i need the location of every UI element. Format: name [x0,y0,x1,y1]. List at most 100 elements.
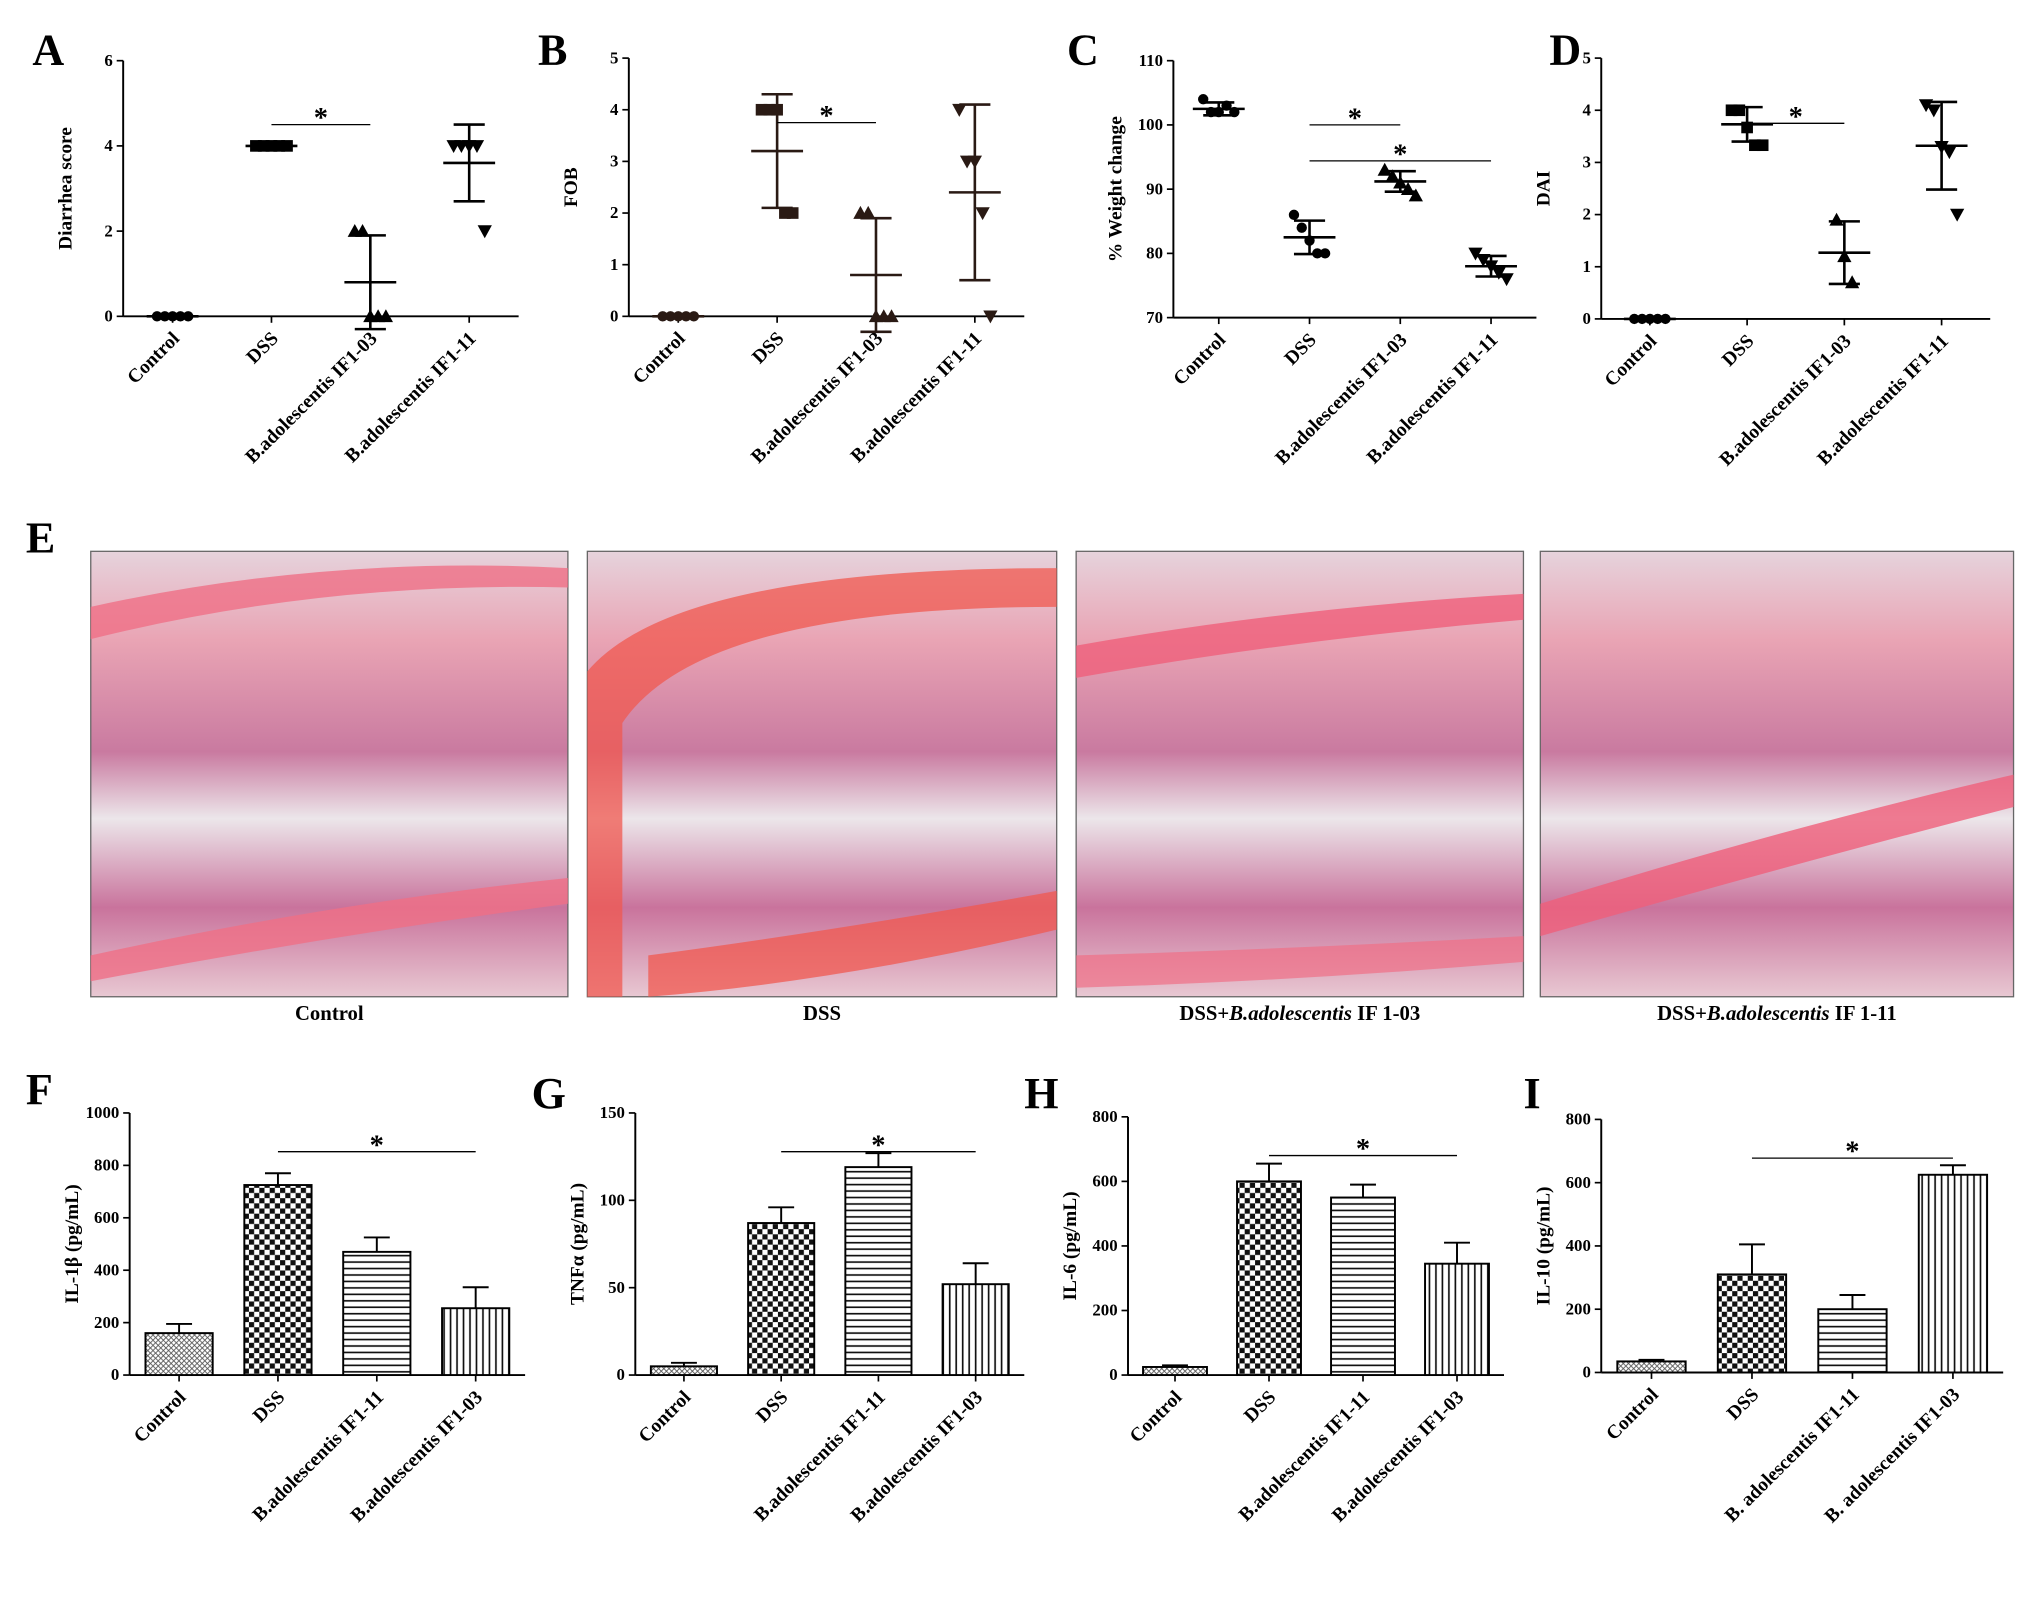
significance-mark: * [370,1130,384,1161]
y-tick-label: 0 [1582,1363,1590,1382]
y-tick-label: 1 [1582,257,1590,276]
x-tick-label: Control [130,1387,191,1448]
data-point [355,224,370,237]
y-axis-label: % Weight change [1105,116,1126,262]
data-point [1844,275,1860,289]
y-axis-label: IL-10 (pg/mL) [1533,1187,1554,1306]
data-point [1499,273,1514,287]
data-point [1288,209,1300,221]
x-tick-label: DSS [1718,331,1758,371]
y-tick-label: 5 [1582,48,1590,67]
caption-part: DSS+ [1657,1003,1707,1025]
y-tick-label: 1 [610,255,618,274]
x-tick-label: Control [1170,329,1231,390]
x-tick-label: DSS [748,328,788,368]
caption-part: IF 1-03 [1357,1003,1420,1025]
y-tick-label: 600 [1566,1173,1591,1192]
x-tick-label: Control [635,1387,696,1448]
data-point [1296,222,1307,233]
panel-letter: A [32,26,64,75]
x-tick-label: Control [629,328,690,389]
caption-part: Control [295,1003,364,1025]
y-tick-label: 200 [94,1313,119,1332]
y-tick-label: 200 [1092,1301,1117,1320]
y-tick-label: 0 [104,307,112,326]
x-tick-label: Control [1602,1384,1663,1445]
bar [342,1250,412,1377]
data-point [1829,212,1844,226]
bar [243,1184,313,1377]
bar [1817,1308,1888,1374]
caption-part: IF 1-11 [1835,1003,1897,1025]
panel-letter: H [1024,1069,1058,1118]
x-tick-label: DSS [752,1387,792,1427]
y-tick-label: 100 [600,1191,625,1210]
y-tick-label: 600 [1092,1172,1117,1191]
y-tick-label: 1000 [86,1103,120,1122]
caption-part: DSS [803,1003,841,1025]
data-point [861,205,876,219]
x-tick-label: DSS [1281,330,1321,370]
significance-mark: * [1356,1134,1370,1165]
data-point [1749,139,1761,152]
y-tick-label: 400 [1092,1236,1117,1255]
data-point [1926,104,1941,118]
y-tick-label: 80 [1146,244,1163,263]
caption-part: B.adolescentis [1228,1003,1352,1025]
y-axis-label: DAI [1533,171,1554,206]
bar [844,1166,913,1377]
data-point [1491,266,1506,280]
y-tick-label: 3 [610,152,618,171]
y-tick-label: 5 [610,48,618,67]
y-tick-label: 0 [111,1365,119,1384]
panel-letter: I [1523,1069,1540,1118]
data-point [1725,104,1738,117]
significance-mark: * [871,1130,885,1161]
bar [1424,1262,1490,1377]
data-point [884,309,899,323]
bar [1616,1360,1687,1374]
y-axis-label: IL-6 (pg/mL) [1060,1191,1081,1300]
panel-letter: G [532,1069,566,1118]
y-tick-label: 110 [1139,51,1163,70]
y-tick-label: 2 [104,221,112,240]
caption-part: B.adolescentis [1706,1003,1830,1025]
significance-mark: * [1789,102,1803,133]
panel-letter: F [26,1065,53,1114]
y-tick-label: 4 [610,100,619,119]
y-axis-label: Diarrhea score [55,127,76,250]
data-point [755,103,768,116]
data-point [1408,188,1423,202]
data-point [779,207,791,219]
image-caption: DSS+B.adolescentis IF 1-11 [1657,1003,1897,1025]
data-point [763,103,776,116]
x-tick-label: DSS [243,328,283,368]
histology-image [586,550,1058,998]
y-tick-label: 0 [1109,1365,1117,1384]
significance-mark: * [1393,140,1407,171]
data-point [469,140,485,153]
x-tick-label: DSS [1723,1384,1763,1424]
data-point [975,207,990,221]
y-tick-label: 800 [1566,1110,1591,1129]
data-point [1756,139,1769,152]
y-tick-label: 4 [104,136,113,155]
bar [1236,1180,1302,1377]
data-point [1377,162,1392,176]
y-tick-label: 6 [104,51,112,70]
y-tick-label: 100 [1138,115,1163,134]
data-point [1468,247,1483,261]
y-tick-label: 600 [94,1208,119,1227]
y-tick-label: 800 [94,1156,119,1175]
y-tick-label: 0 [610,307,618,326]
significance-mark: * [314,103,328,134]
y-tick-label: 2 [1582,205,1590,224]
y-tick-label: 0 [617,1365,625,1384]
panel-letter: E [26,514,55,563]
x-tick-label: Control [1126,1387,1187,1448]
histology-images [90,550,2015,998]
data-point [1942,146,1957,160]
histology-image [1075,550,1525,998]
y-tick-label: 0 [1582,309,1590,328]
